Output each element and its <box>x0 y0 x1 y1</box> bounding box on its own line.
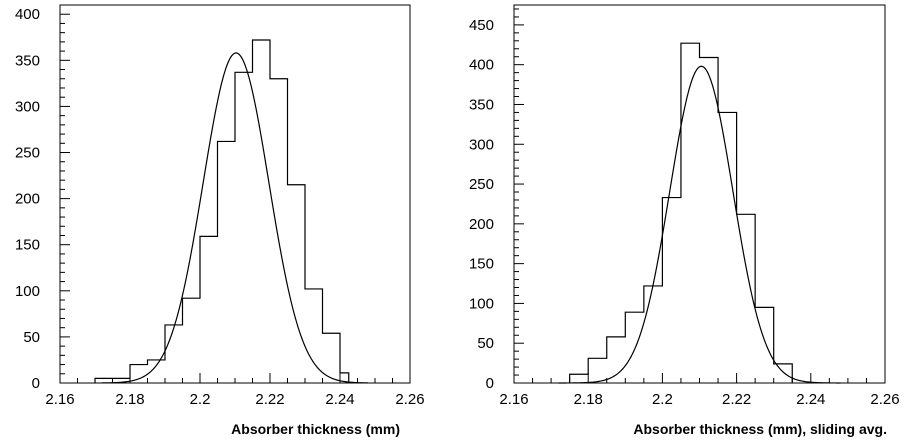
histogram-bar <box>139 365 148 383</box>
y-tick-label: 200 <box>469 216 494 233</box>
y-tick-label: 350 <box>15 52 40 69</box>
histogram-bar <box>218 141 227 383</box>
y-tick-label: 150 <box>15 237 40 254</box>
y-tick-label: 150 <box>469 256 494 273</box>
y-tick-label: 400 <box>469 57 494 74</box>
y-axis: 0 50 100 150 200 250 300 350 400 450 <box>469 8 524 392</box>
y-tick-label: 0 <box>486 375 494 392</box>
x-tick-label: 2.22 <box>722 391 751 408</box>
x-tick-label: 2.26 <box>870 391 899 408</box>
x-tick-label: 2.2 <box>190 391 211 408</box>
x-tick-label: 2.24 <box>325 391 354 408</box>
plot-frame <box>513 4 886 384</box>
histogram-bar <box>174 325 183 383</box>
histogram-outline <box>569 42 793 383</box>
histogram-bar <box>625 312 634 383</box>
histogram-bar <box>244 72 253 383</box>
x-axis: 2.16 2.18 2.2 2.22 2.24 2.26 <box>499 373 900 408</box>
histogram-bar <box>746 214 755 383</box>
histogram-bar <box>183 298 192 383</box>
x-tick-label: 2.18 <box>574 391 603 408</box>
histogram-bar <box>296 185 305 383</box>
histogram-bar <box>261 40 270 383</box>
histogram-bars <box>95 40 349 383</box>
y-tick-label: 250 <box>15 145 40 162</box>
y-tick-label: 100 <box>15 283 40 300</box>
histogram-bar <box>653 286 662 383</box>
histogram-bar <box>226 141 235 383</box>
gaussian-fit-curve <box>558 65 841 384</box>
x-tick-label: 2.24 <box>796 391 825 408</box>
histogram-panel-right: 2.16 2.18 2.2 2.22 2.24 2.26 0 50 100 150 200 250 30… <box>469 4 900 437</box>
histogram-bar <box>191 298 200 383</box>
y-tick-label: 250 <box>469 176 494 193</box>
histogram-bar <box>718 112 727 383</box>
histogram-bar <box>755 307 764 383</box>
histogram-bar <box>672 198 681 383</box>
histogram-bar <box>690 43 699 383</box>
histogram-bar <box>331 333 340 383</box>
x-tick-label: 2.18 <box>115 391 144 408</box>
x-tick-label: 2.2 <box>652 391 673 408</box>
x-tick-label: 2.22 <box>255 391 284 408</box>
y-axis: 0 50 100 150 200 250 300 350 400 <box>15 4 70 392</box>
y-tick-label: 100 <box>469 295 494 312</box>
histogram-bar <box>644 286 653 383</box>
histogram-bar <box>200 236 209 383</box>
x-axis-title: Absorber thickness (mm), sliding avg. <box>633 421 887 437</box>
histogram-bar <box>700 58 709 383</box>
histogram-bar <box>588 358 597 383</box>
y-tick-label: 400 <box>15 6 40 23</box>
histogram-bar <box>235 72 244 383</box>
histogram-bar <box>279 79 288 383</box>
x-tick-label: 2.16 <box>499 391 528 408</box>
histogram-bar <box>253 40 262 383</box>
plot-frame <box>59 4 411 384</box>
histogram-bar <box>727 112 736 383</box>
histogram-bar <box>288 185 297 383</box>
histogram-bar <box>209 236 218 383</box>
y-tick-label: 300 <box>15 98 40 115</box>
y-tick-label: 300 <box>469 136 494 153</box>
histogram-bar <box>579 374 588 383</box>
histogram-bar <box>681 43 690 383</box>
x-tick-label: 2.16 <box>45 391 74 408</box>
y-tick-label: 0 <box>32 375 40 392</box>
x-tick-label: 2.26 <box>395 391 424 408</box>
histogram-bar <box>570 374 579 383</box>
x-axis-title: Absorber thickness (mm) <box>231 421 400 437</box>
y-tick-label: 50 <box>23 329 40 346</box>
x-axis: 2.16 2.18 2.2 2.22 2.24 2.26 <box>45 373 425 408</box>
histogram-bar <box>709 58 718 383</box>
histogram-panel-left: 2.16 2.18 2.2 2.22 2.24 2.26 0 50 100 150 200 250 30… <box>15 4 425 437</box>
histogram-bar <box>616 337 625 383</box>
histogram-bar <box>148 360 157 383</box>
histogram-outline <box>94 39 350 383</box>
histogram-bar <box>95 378 104 383</box>
y-tick-label: 450 <box>469 17 494 34</box>
histogram-bar <box>305 289 314 383</box>
y-tick-label: 50 <box>477 335 494 352</box>
y-tick-label: 350 <box>469 96 494 113</box>
y-tick-label: 200 <box>15 191 40 208</box>
gaussian-fit-curve <box>101 52 369 384</box>
